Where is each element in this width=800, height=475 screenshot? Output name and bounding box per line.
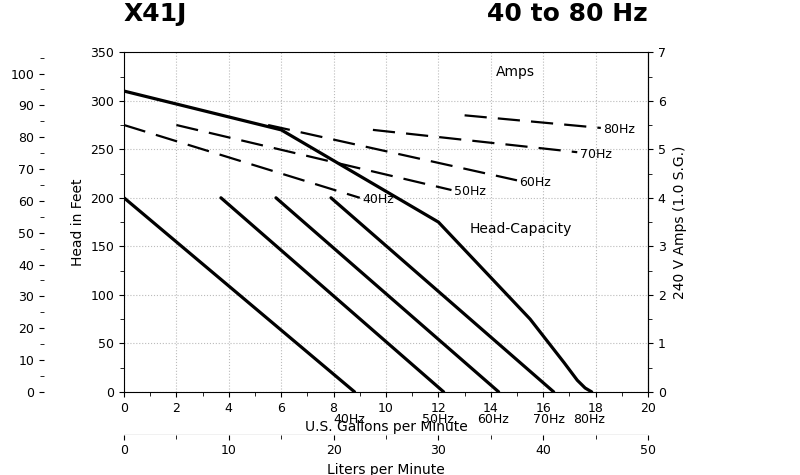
Text: Head-Capacity: Head-Capacity — [470, 222, 572, 236]
Y-axis label: 240 V Amps (1.0 S.G.): 240 V Amps (1.0 S.G.) — [673, 145, 686, 299]
X-axis label: U.S. Gallons per Minute: U.S. Gallons per Minute — [305, 420, 467, 434]
Text: 70Hz: 70Hz — [580, 148, 612, 161]
Text: 70Hz: 70Hz — [533, 413, 564, 426]
Text: 80Hz: 80Hz — [573, 413, 605, 426]
Text: X41J: X41J — [124, 2, 187, 27]
Text: Amps: Amps — [496, 65, 535, 79]
Text: 50Hz: 50Hz — [422, 413, 454, 426]
Text: 40Hz: 40Hz — [334, 413, 365, 426]
Text: 40 to 80 Hz: 40 to 80 Hz — [487, 2, 648, 27]
Text: 60Hz: 60Hz — [520, 176, 551, 189]
Text: 60Hz: 60Hz — [478, 413, 510, 426]
X-axis label: Liters per Minute: Liters per Minute — [327, 463, 445, 475]
Y-axis label: Head in Feet: Head in Feet — [71, 178, 85, 266]
Text: 40Hz: 40Hz — [362, 193, 394, 206]
Text: 80Hz: 80Hz — [603, 124, 635, 136]
Text: 50Hz: 50Hz — [454, 185, 486, 199]
